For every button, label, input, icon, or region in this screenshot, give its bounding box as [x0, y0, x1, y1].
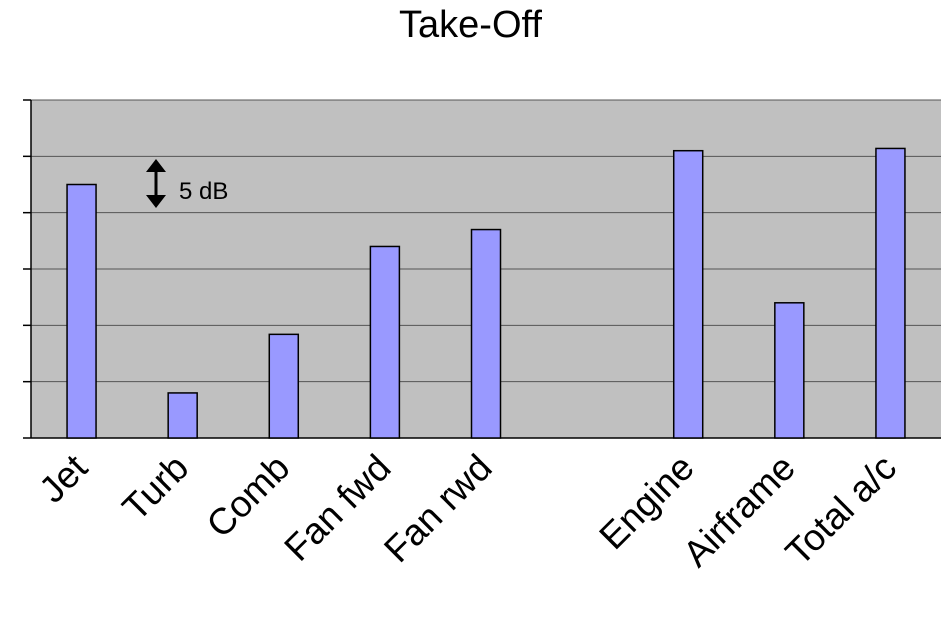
bar-jet: [66, 183, 97, 439]
bar-turb: [167, 392, 198, 439]
x-tick-label: Total a/c: [778, 447, 904, 573]
bar-total-a-c: [875, 147, 906, 439]
bar-engine: [672, 149, 704, 439]
x-tick-label: Fan rwd: [376, 447, 500, 571]
x-tick-label: Airframe: [675, 447, 803, 575]
bar-fan-fwd: [369, 245, 401, 439]
bars: [66, 147, 906, 439]
x-tick-label: Turb: [114, 447, 196, 529]
x-tick-label: Jet: [31, 446, 95, 510]
bar-comb: [268, 333, 300, 439]
chart-title: Take-Off: [399, 4, 542, 46]
bar-airframe: [774, 302, 805, 439]
x-tick-label: Fan fwd: [276, 447, 398, 569]
y-axis-ticks: [23, 99, 31, 439]
scale-annotation-label: 5 dB: [179, 178, 228, 205]
x-tick-label: Comb: [199, 447, 298, 546]
bar-fan-rwd: [470, 228, 502, 439]
scale-indicator: 5 dB: [146, 159, 228, 208]
scale-arrow-up-icon: [146, 159, 166, 172]
scale-arrow-down-icon: [146, 195, 166, 208]
